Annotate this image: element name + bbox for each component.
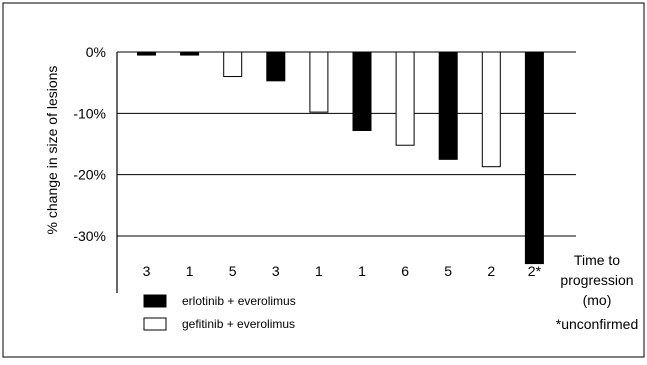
x-axis-title: Time to progression (mo) [560,252,633,308]
x-title-line-1: Time to [574,252,620,268]
bar [266,51,286,82]
y-tick-label: -20% [73,167,106,183]
y-axis-label: % change in size of lesions [44,66,60,235]
bar [309,51,329,113]
legend-swatch-gefitinib [143,317,167,331]
bar [180,51,200,56]
x-tick-label: 2* [528,263,542,279]
x-tick-label: 1 [186,263,194,279]
x-tick-label: 1 [358,263,366,279]
bar [481,51,501,168]
bar [352,51,372,132]
legend: erlotinib + everolimus gefitinib + evero… [143,294,296,331]
x-tick-label: 3 [143,263,151,279]
bar [223,51,243,78]
legend-label-erlotinib: erlotinib + everolimus [182,294,296,308]
bars [137,51,544,265]
bar [524,51,544,265]
footnote: *unconfirmed [556,316,639,332]
x-tick-label: 3 [272,263,280,279]
x-title-line-2: progression [560,272,633,288]
bar [438,51,458,160]
bar [137,51,156,56]
x-tick-label: 2 [487,263,495,279]
y-tick-label: -10% [73,105,106,121]
x-tick-label: 5 [444,263,452,279]
x-tick-label: 6 [401,263,409,279]
legend-swatch-erlotinib [143,294,167,308]
bar [395,51,415,146]
legend-label-gefitinib: gefitinib + everolimus [182,317,295,331]
y-tick-labels: 0% -10% -20% -30% [73,44,106,244]
x-title-line-3: (mo) [583,292,612,308]
x-tick-label: 5 [229,263,237,279]
y-tick-label: -30% [73,228,106,244]
y-tick-label: 0% [86,44,106,60]
x-tick-labels: 3 1 5 3 1 1 6 5 2 2* [143,263,542,279]
x-tick-label: 1 [315,263,323,279]
